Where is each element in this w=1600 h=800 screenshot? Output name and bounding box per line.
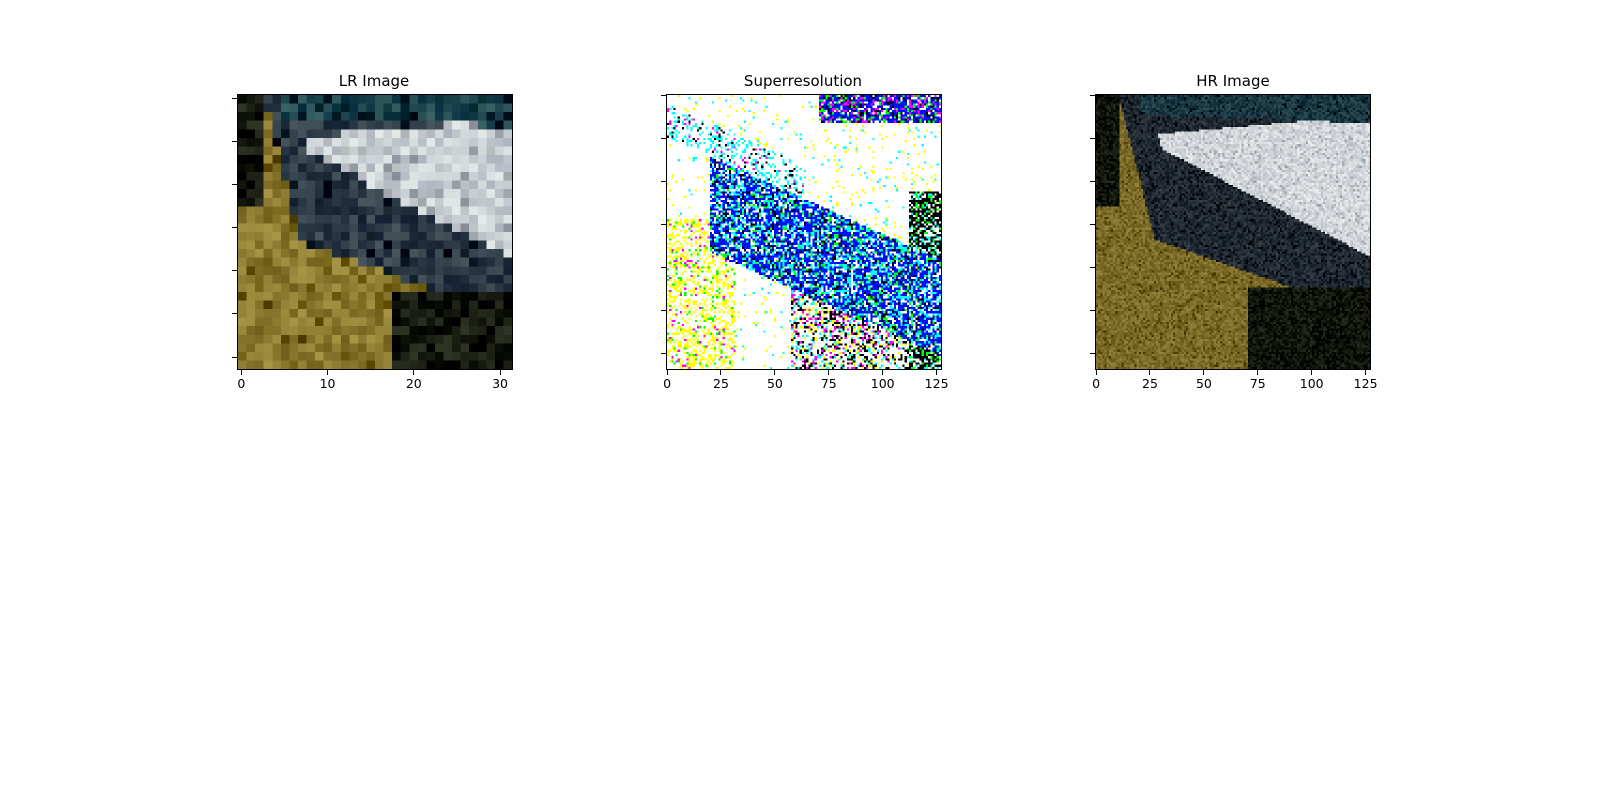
y-tick xyxy=(232,356,237,358)
x-tick-label: 75 xyxy=(820,376,837,391)
image-hr-canvas xyxy=(1096,95,1370,369)
image-lr xyxy=(237,94,513,370)
x-tick-label: 25 xyxy=(1142,376,1158,391)
y-tick xyxy=(232,97,237,99)
image-hr xyxy=(1095,94,1371,370)
x-tick-label: 50 xyxy=(1195,376,1212,391)
x-tick-label: 50 xyxy=(766,376,783,391)
y-tick xyxy=(232,140,237,142)
x-tick xyxy=(720,370,722,375)
y-tick xyxy=(661,353,666,355)
image-superresolution-canvas xyxy=(667,95,941,369)
x-tick xyxy=(1095,370,1097,375)
x-tick xyxy=(666,370,668,375)
y-tick xyxy=(232,184,237,186)
x-tick xyxy=(1311,370,1313,375)
x-tick xyxy=(413,370,415,375)
x-tick-label: 20 xyxy=(405,376,422,391)
x-tick xyxy=(1365,370,1367,375)
x-tick-label: 100 xyxy=(1299,376,1324,391)
x-tick-label: 125 xyxy=(1353,376,1378,391)
y-tick xyxy=(232,227,237,229)
x-tick xyxy=(327,370,329,375)
x-tick xyxy=(1257,370,1259,375)
y-tick xyxy=(1090,267,1095,269)
x-tick xyxy=(1149,370,1151,375)
x-tick xyxy=(828,370,830,375)
y-tick xyxy=(661,180,666,182)
x-tick xyxy=(774,370,776,375)
x-tick-label: 0 xyxy=(1092,376,1101,391)
x-tick xyxy=(499,370,501,375)
y-tick xyxy=(1090,353,1095,355)
y-tick xyxy=(1090,180,1095,182)
x-tick-label: 0 xyxy=(237,376,246,391)
x-tick-label: 30 xyxy=(492,376,509,391)
image-lr-canvas xyxy=(238,95,512,369)
x-tick-label: 25 xyxy=(713,376,729,391)
y-tick xyxy=(232,270,237,272)
panel-title: LR Image xyxy=(338,72,410,90)
x-tick-label: 0 xyxy=(663,376,672,391)
x-tick xyxy=(1203,370,1205,375)
y-tick xyxy=(1090,310,1095,312)
x-tick-label: 75 xyxy=(1249,376,1266,391)
y-tick xyxy=(232,313,237,315)
x-tick-label: 125 xyxy=(924,376,949,391)
y-tick xyxy=(1090,223,1095,225)
y-tick xyxy=(1090,94,1095,96)
x-tick xyxy=(240,370,242,375)
y-tick xyxy=(661,94,666,96)
x-tick xyxy=(936,370,938,375)
x-tick-label: 100 xyxy=(870,376,895,391)
y-tick xyxy=(661,310,666,312)
y-tick xyxy=(661,267,666,269)
x-tick-label: 10 xyxy=(319,376,336,391)
y-tick xyxy=(661,137,666,139)
panel-title: HR Image xyxy=(1196,72,1270,90)
y-tick xyxy=(1090,137,1095,139)
y-tick xyxy=(661,223,666,225)
x-tick xyxy=(882,370,884,375)
panel-title: Superresolution xyxy=(743,72,863,90)
image-superresolution xyxy=(666,94,942,370)
